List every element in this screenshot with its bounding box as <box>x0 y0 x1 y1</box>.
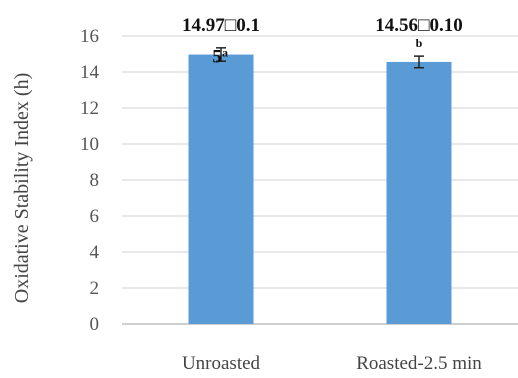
y-tick-label: 12 <box>80 98 99 119</box>
data-label: 14.97□0.1 <box>182 15 260 36</box>
y-tick-label: 16 <box>80 26 99 47</box>
significance-letter: a <box>222 46 228 60</box>
y-tick-label: 0 <box>90 314 100 335</box>
bars <box>188 47 452 325</box>
y-axis-title: Oxidative Stability Index (h) <box>11 73 33 304</box>
bar <box>386 61 452 325</box>
y-tick-label: 4 <box>90 242 100 263</box>
y-tick-label: 2 <box>90 278 100 299</box>
y-tick-label: 8 <box>90 170 100 191</box>
data-label-continuation: 5 <box>212 47 222 68</box>
significance-letter: b <box>416 36 423 50</box>
y-tick-label: 10 <box>80 134 99 155</box>
data-label: 14.56□0.10 <box>375 15 462 36</box>
y-tick-label: 6 <box>90 206 100 227</box>
y-tick-label: 14 <box>80 62 100 83</box>
x-tick-label: Unroasted <box>182 353 261 373</box>
x-tick-label: Roasted-2.5 min <box>356 353 482 373</box>
gridlines <box>122 35 518 325</box>
bar <box>188 54 254 324</box>
labels: 0 2 4 6 8 10 12 14 16 Unroasted 14.97□0.1 5 a Roasted… <box>80 15 482 374</box>
